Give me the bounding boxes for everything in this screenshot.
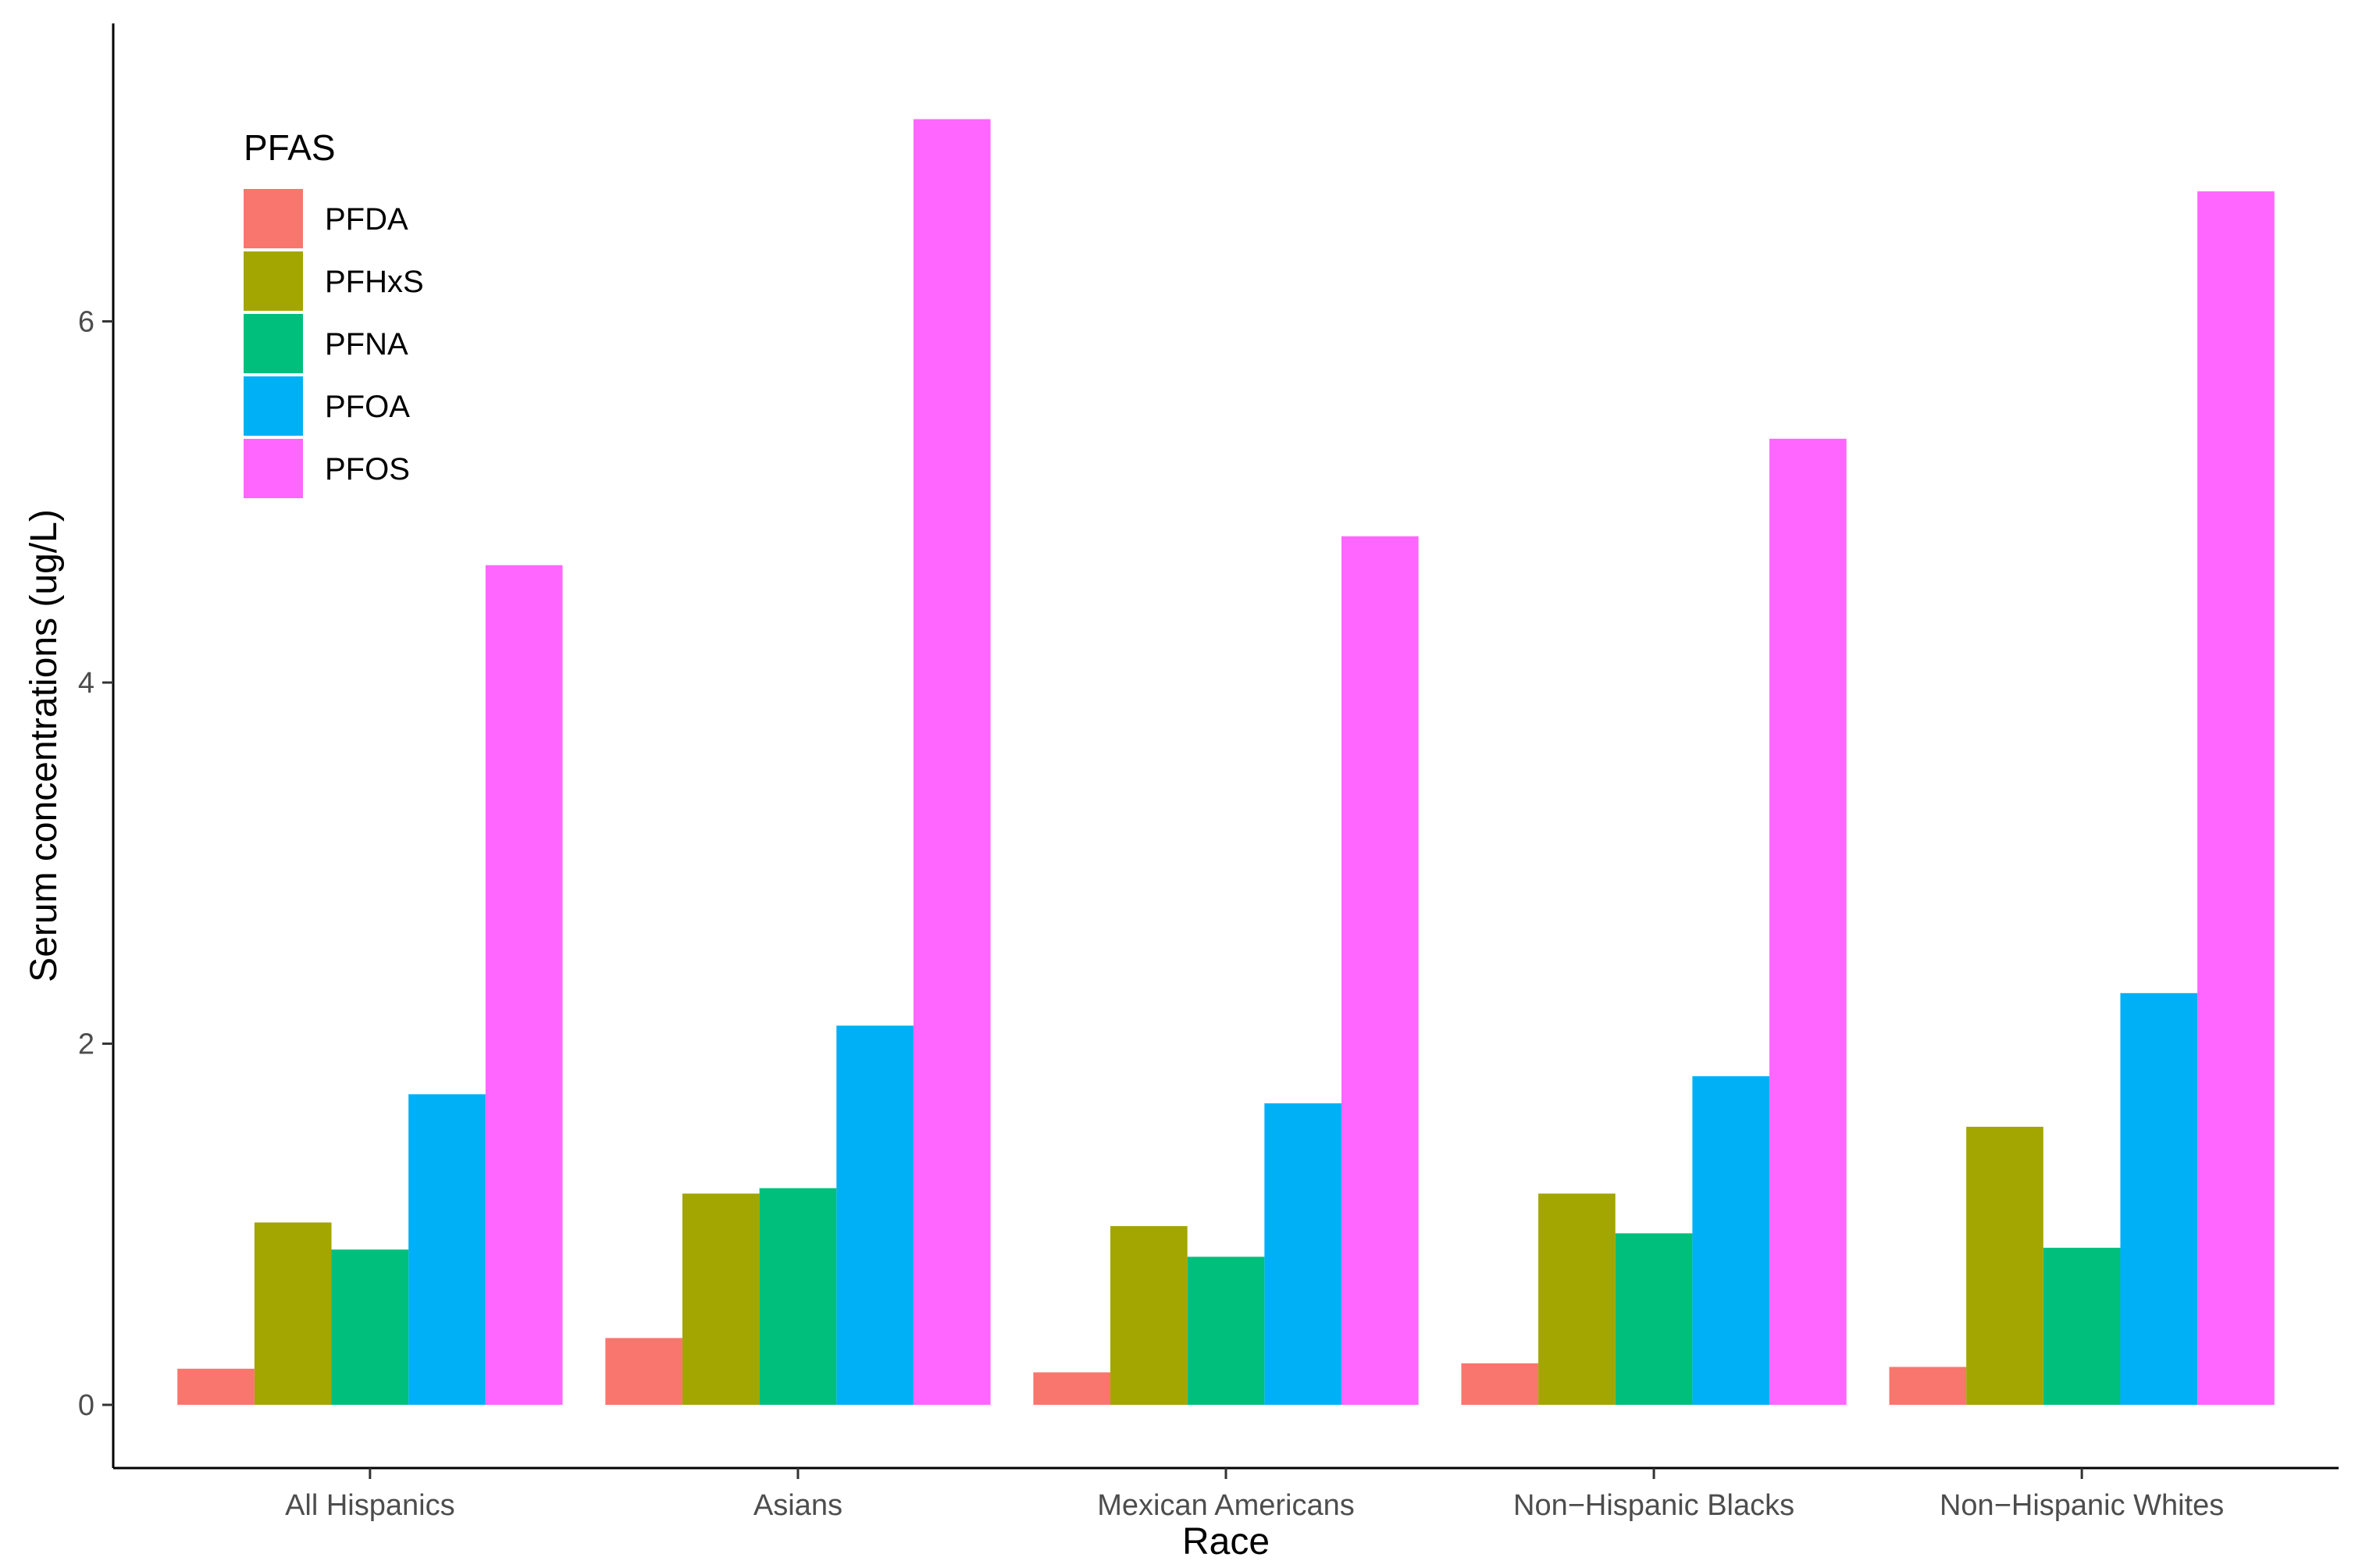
bar-pfoa-asians: [836, 1025, 914, 1406]
bar-pfda-non-hispanic-blacks: [1461, 1363, 1539, 1406]
bar-pfos-asians: [913, 119, 991, 1406]
legend: PFAS PFDA PFHxS PFNA PFOA PFOS: [244, 127, 424, 498]
legend-label-pfoa: PFOA: [325, 390, 410, 424]
x-axis-title: Race: [1182, 1521, 1270, 1563]
bar-pfoa-all-hispanics: [408, 1094, 486, 1406]
y-tick-label-6: 6: [78, 306, 94, 339]
legend-label-pfos: PFOS: [325, 452, 410, 486]
legend-key-pfda: [244, 189, 303, 248]
bar-pfhxs-all-hispanics: [254, 1222, 332, 1406]
bar-pfna-asians: [759, 1188, 837, 1406]
y-tick-label-2: 2: [78, 1028, 94, 1061]
legend-title: PFAS: [244, 127, 336, 168]
legend-key-pfos: [244, 439, 303, 498]
legend-label-pfda: PFDA: [325, 202, 408, 237]
bar-pfos-mexican-americans: [1341, 536, 1419, 1406]
bar-pfhxs-non-hispanic-whites: [1966, 1126, 2043, 1406]
y-ticks: 0 2 4 6: [78, 306, 113, 1422]
bar-pfhxs-asians: [682, 1193, 760, 1406]
legend-key-pfhxs: [244, 251, 303, 311]
x-ticks: All Hispanics Asians Mexican Americans Non−…: [285, 1468, 2224, 1522]
bar-pfhxs-non-hispanic-blacks: [1538, 1193, 1616, 1406]
bar-pfda-non-hispanic-whites: [1889, 1367, 1967, 1406]
bar-pfoa-mexican-americans: [1264, 1103, 1341, 1406]
bar-pfna-all-hispanics: [331, 1249, 409, 1406]
legend-label-pfna: PFNA: [325, 327, 408, 362]
y-axis-title: Serum concentrations (ug/L): [23, 509, 65, 982]
bar-pfda-asians: [605, 1338, 682, 1406]
legend-key-pfoa: [244, 376, 303, 436]
bar-pfna-non-hispanic-blacks: [1615, 1233, 1693, 1406]
bars-layer: [177, 119, 2275, 1406]
x-tick-label-mexican-americans: Mexican Americans: [1097, 1489, 1354, 1522]
y-tick-label-0: 0: [78, 1389, 94, 1422]
bar-pfna-non-hispanic-whites: [2043, 1247, 2121, 1406]
x-tick-label-asians: Asians: [754, 1489, 843, 1522]
x-tick-label-all-hispanics: All Hispanics: [285, 1489, 455, 1522]
bar-pfoa-non-hispanic-whites: [2120, 992, 2198, 1406]
x-tick-label-non-hispanic-blacks: Non−Hispanic Blacks: [1513, 1489, 1794, 1522]
bar-pfna-mexican-americans: [1187, 1256, 1265, 1406]
x-tick-label-non-hispanic-whites: Non−Hispanic Whites: [1940, 1489, 2224, 1522]
bar-pfos-non-hispanic-blacks: [1769, 438, 1847, 1406]
y-tick-label-4: 4: [78, 667, 94, 700]
bar-pfos-all-hispanics: [485, 565, 563, 1406]
legend-label-pfhxs: PFHxS: [325, 265, 424, 299]
bar-pfda-mexican-americans: [1033, 1372, 1111, 1406]
bar-pfoa-non-hispanic-blacks: [1692, 1076, 1770, 1406]
bar-pfos-non-hispanic-whites: [2197, 191, 2275, 1406]
bar-pfhxs-mexican-americans: [1110, 1226, 1188, 1406]
legend-key-pfna: [244, 314, 303, 373]
bar-pfda-all-hispanics: [177, 1368, 255, 1406]
